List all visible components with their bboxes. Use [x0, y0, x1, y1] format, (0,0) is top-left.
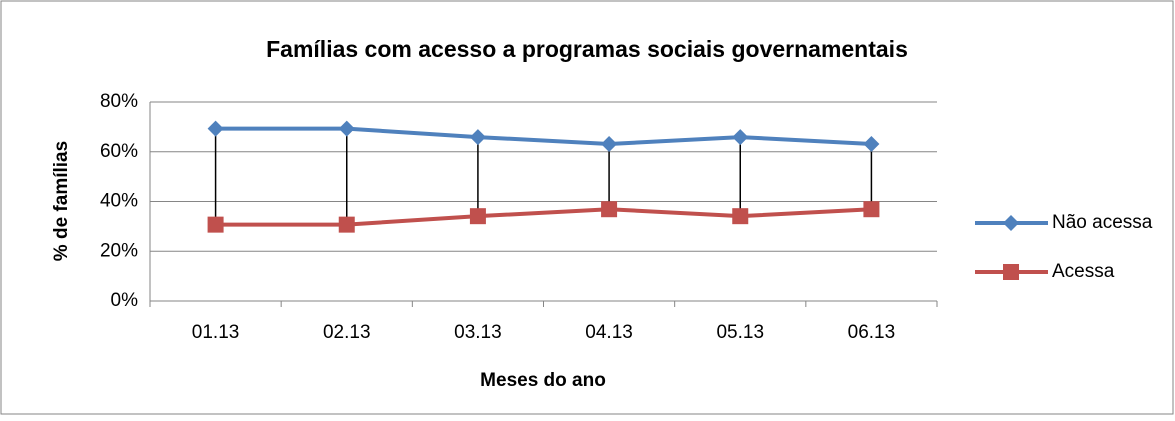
y-tick-label: 0% [111, 290, 139, 311]
data-point [732, 129, 749, 146]
legend-label: Não acessa [1052, 212, 1153, 233]
data-point [601, 201, 618, 218]
x-tick-label: 01.13 [192, 322, 240, 343]
y-tick-label: 60% [100, 141, 138, 162]
data-point [469, 129, 486, 146]
x-axis-label: Meses do ano [480, 370, 606, 391]
data-point [469, 208, 486, 225]
y-tick-label: 20% [100, 240, 138, 261]
x-tick-label: 06.13 [848, 322, 896, 343]
data-point [338, 120, 355, 137]
x-tick-label: 04.13 [585, 322, 633, 343]
y-tick-label: 40% [100, 191, 138, 212]
x-tick-label: 03.13 [454, 322, 502, 343]
series-line [215, 126, 872, 147]
data-point [863, 136, 880, 153]
x-tick-label: 02.13 [323, 322, 371, 343]
data-point [863, 201, 880, 218]
data-point [601, 136, 618, 153]
x-tick-label: 05.13 [716, 322, 764, 343]
data-point [732, 208, 749, 225]
legend-marker [1003, 264, 1019, 280]
data-point [338, 216, 355, 233]
data-point [207, 120, 224, 137]
y-axis-label: % de famílias [51, 141, 72, 261]
series-line [215, 207, 872, 227]
legend-marker [1003, 215, 1019, 231]
legend-label: Acessa [1052, 261, 1115, 282]
y-tick-label: 80% [100, 91, 138, 112]
data-point [207, 216, 224, 233]
chart-title: Famílias com acesso a programas sociais … [266, 36, 908, 62]
